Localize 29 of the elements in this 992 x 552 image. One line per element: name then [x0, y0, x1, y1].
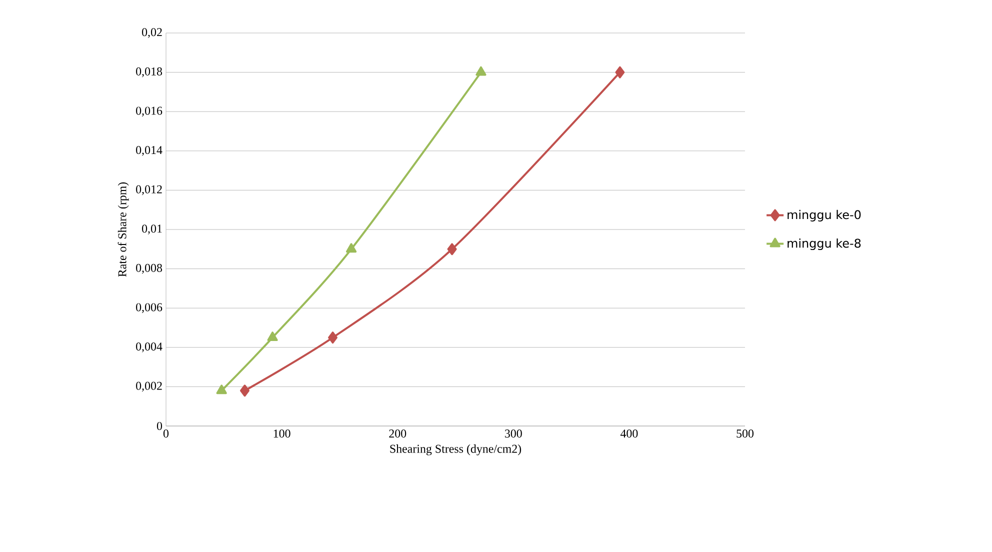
y-tick-label: 0,012 — [136, 185, 162, 196]
legend-label: minggu ke-0 — [788, 210, 861, 222]
x-tick-label: 300 — [505, 430, 522, 438]
y-tick-label: 0 — [156, 422, 162, 430]
y-axis-title: Rate of Share (rpm) — [118, 182, 129, 277]
point — [346, 243, 357, 253]
point — [267, 332, 278, 342]
y-tick-label: 0,014 — [136, 146, 162, 156]
y-tick-label: 0,002 — [136, 382, 162, 392]
point — [216, 384, 227, 394]
point — [615, 66, 625, 78]
x-axis-title: Shearing Stress (dyne/cm2) — [390, 444, 522, 456]
x-tick-label: 100 — [274, 430, 290, 438]
y-tick-label: 0,006 — [136, 303, 162, 313]
point — [476, 66, 486, 76]
y-tick-label: 0,01 — [142, 224, 162, 234]
legend-label: minggu ke-8 — [788, 238, 861, 250]
y-tick-label: 0,004 — [136, 342, 162, 352]
point — [447, 243, 457, 256]
x-tick-label: 500 — [736, 430, 754, 438]
y-tick-label: 0,018 — [136, 67, 162, 78]
y-tick-label: 0,02 — [142, 28, 162, 38]
y-tick-label: 0,008 — [136, 264, 162, 274]
x-tick-label: 200 — [389, 430, 406, 438]
x-tick-label: 400 — [620, 430, 638, 438]
point — [240, 384, 250, 397]
point — [328, 332, 338, 344]
x-tick-label: 0 — [163, 430, 169, 438]
y-tick-label: 0,016 — [136, 106, 162, 116]
